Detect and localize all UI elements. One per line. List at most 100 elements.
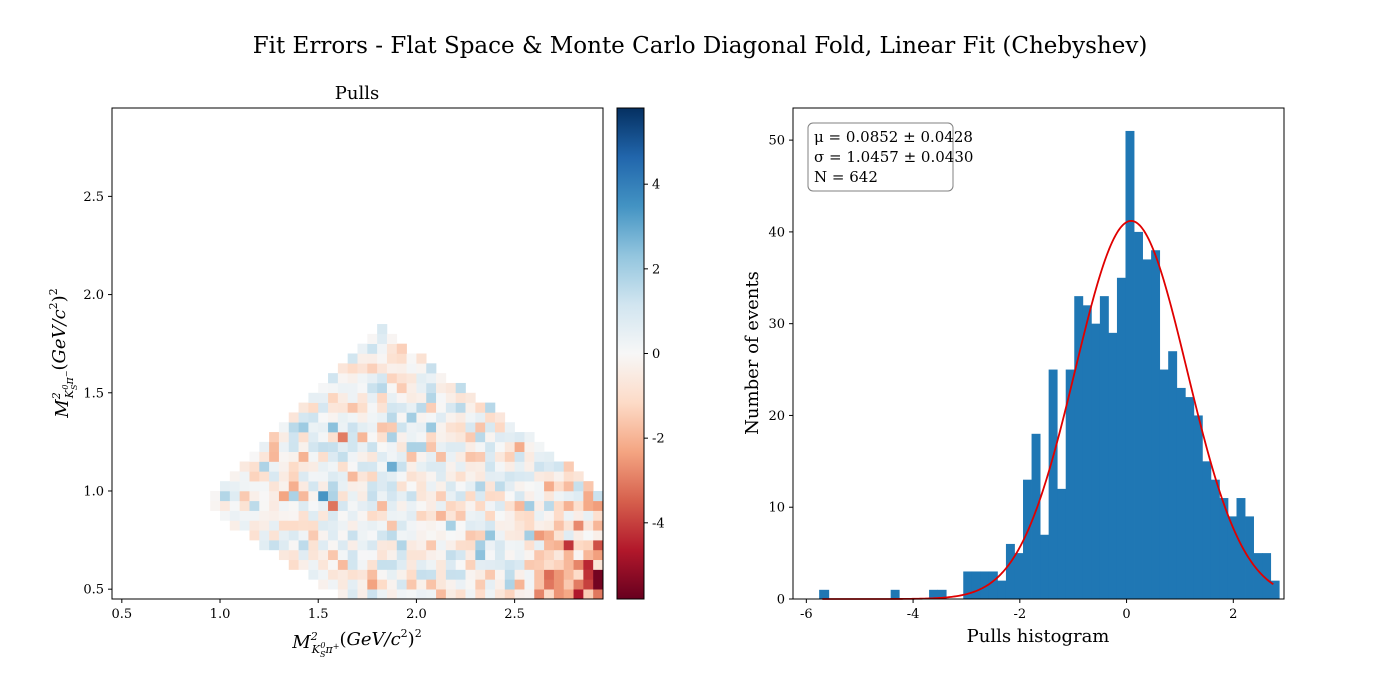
heatmap-cell: [406, 441, 417, 452]
heatmap-cell: [220, 481, 231, 492]
heatmap-cell: [367, 490, 378, 502]
heatmap-cell: [504, 540, 515, 551]
heatmap-cell: [377, 402, 388, 413]
heatmap-cell: [534, 589, 545, 600]
heatmap-cell: [426, 490, 437, 502]
heatmap-cell: [377, 569, 388, 580]
heatmap-cell: [445, 559, 456, 570]
heatmap-cell: [593, 569, 604, 580]
heatmap-cell: [269, 451, 280, 462]
heatmap-cell: [455, 530, 466, 541]
histogram-y-ticks: 0 10 20 30 40 50: [768, 134, 793, 608]
histogram-bar: [1005, 543, 1015, 599]
heatmap-y-ticks: 0.5 1.0 1.5 2.0 2.5: [83, 190, 112, 598]
heatmap-cell: [357, 343, 368, 354]
heatmap-cell: [318, 441, 329, 452]
heatmap-cell: [328, 490, 339, 502]
heatmap-cell: [357, 530, 368, 541]
heatmap-cell: [347, 559, 358, 570]
heatmap-cell: [436, 412, 447, 423]
heatmap-cell: [436, 559, 447, 570]
heatmap-cell: [485, 490, 496, 502]
heatmap-cell: [288, 422, 299, 433]
histogram-bar: [971, 571, 981, 599]
heatmap-cell: [377, 422, 388, 433]
heatmap-cell: [465, 432, 476, 443]
heatmap-cell: [367, 402, 378, 413]
heatmap-cell: [514, 579, 525, 590]
heatmap-cell: [406, 471, 417, 482]
heatmap-cell: [534, 530, 545, 541]
histogram-bar: [1031, 433, 1041, 599]
heatmap-cell: [524, 481, 535, 492]
heatmap-cell: [416, 530, 427, 541]
heatmap-cell: [328, 579, 339, 590]
histogram-bar: [980, 571, 990, 599]
figure-suptitle: Fit Errors - Flat Space & Monte Carlo Di…: [253, 33, 1148, 59]
heatmap-cell: [504, 461, 515, 472]
histogram-bar: [929, 589, 939, 599]
heatmap-cell: [583, 579, 594, 590]
heatmap-cell: [445, 490, 456, 502]
heatmap-cell: [563, 461, 574, 472]
heatmap-cell: [465, 589, 476, 600]
heatmap-cell: [328, 382, 339, 394]
heatmap-cell: [544, 481, 555, 492]
heatmap-cell: [386, 392, 398, 403]
heatmap-cell: [455, 510, 466, 521]
heatmap-cell: [465, 402, 476, 413]
heatmap-cell: [524, 451, 535, 462]
histogram-x-tick-label: -6: [800, 607, 813, 622]
heatmap-cell: [259, 471, 270, 482]
heatmap-cell: [416, 540, 427, 551]
heatmap-cell: [337, 559, 348, 570]
heatmap-cell: [347, 500, 358, 511]
heatmap-cell: [436, 510, 447, 521]
heatmap-cell: [504, 549, 515, 561]
heatmap-cell: [406, 451, 417, 462]
heatmap-x-tick-label: 2.0: [406, 607, 427, 622]
heatmap-cell: [455, 432, 466, 443]
heatmap-cell: [269, 510, 280, 521]
heatmap-cell: [514, 520, 525, 531]
histogram-bar: [1219, 498, 1229, 599]
heatmap-cell: [544, 559, 555, 570]
heatmap-cell: [406, 382, 417, 394]
heatmap-cell: [534, 461, 545, 472]
heatmap-cell: [455, 579, 466, 590]
heatmap-cell: [544, 451, 555, 462]
heatmap-cell: [386, 589, 398, 600]
heatmap-cell: [288, 461, 299, 472]
heatmap-cell: [377, 481, 388, 492]
heatmap-cell: [396, 353, 407, 364]
heatmap-cell: [298, 402, 309, 413]
histogram-bar: [1270, 580, 1280, 599]
heatmap-cell: [436, 382, 447, 394]
heatmap-cell: [377, 579, 388, 590]
heatmap-cell: [524, 589, 535, 600]
heatmap-cell: [485, 451, 496, 462]
histogram-bar: [1168, 351, 1178, 599]
heatmap-cell: [328, 402, 339, 413]
colorbar-tick-label: 0: [652, 347, 660, 362]
heatmap-cell: [504, 579, 515, 590]
heatmap-cell: [337, 432, 348, 443]
heatmap-cell: [455, 451, 466, 462]
heatmap-cell: [475, 510, 486, 521]
heatmap-cell: [386, 549, 398, 561]
heatmap-cell: [445, 589, 456, 600]
heatmap-cell: [465, 451, 476, 462]
heatmap-cell: [308, 412, 319, 423]
heatmap-y-axis-label: M2KS0π−(GeV/c2)2: [47, 288, 79, 418]
heatmap-cell: [485, 500, 496, 511]
histogram-bar: [1057, 488, 1067, 599]
heatmap-cell: [269, 471, 280, 482]
heatmap-y-tick-label: 2.0: [83, 288, 104, 303]
heatmap-cell: [445, 441, 456, 452]
heatmap-cell: [337, 569, 348, 580]
heatmap-cell: [494, 510, 506, 521]
heatmap-cell: [494, 540, 506, 551]
heatmap-cell: [328, 559, 339, 570]
colorbar-tick-label: -2: [652, 432, 665, 447]
heatmap-x-ticks: 0.5 1.0 1.5 2.0 2.5: [111, 599, 525, 622]
